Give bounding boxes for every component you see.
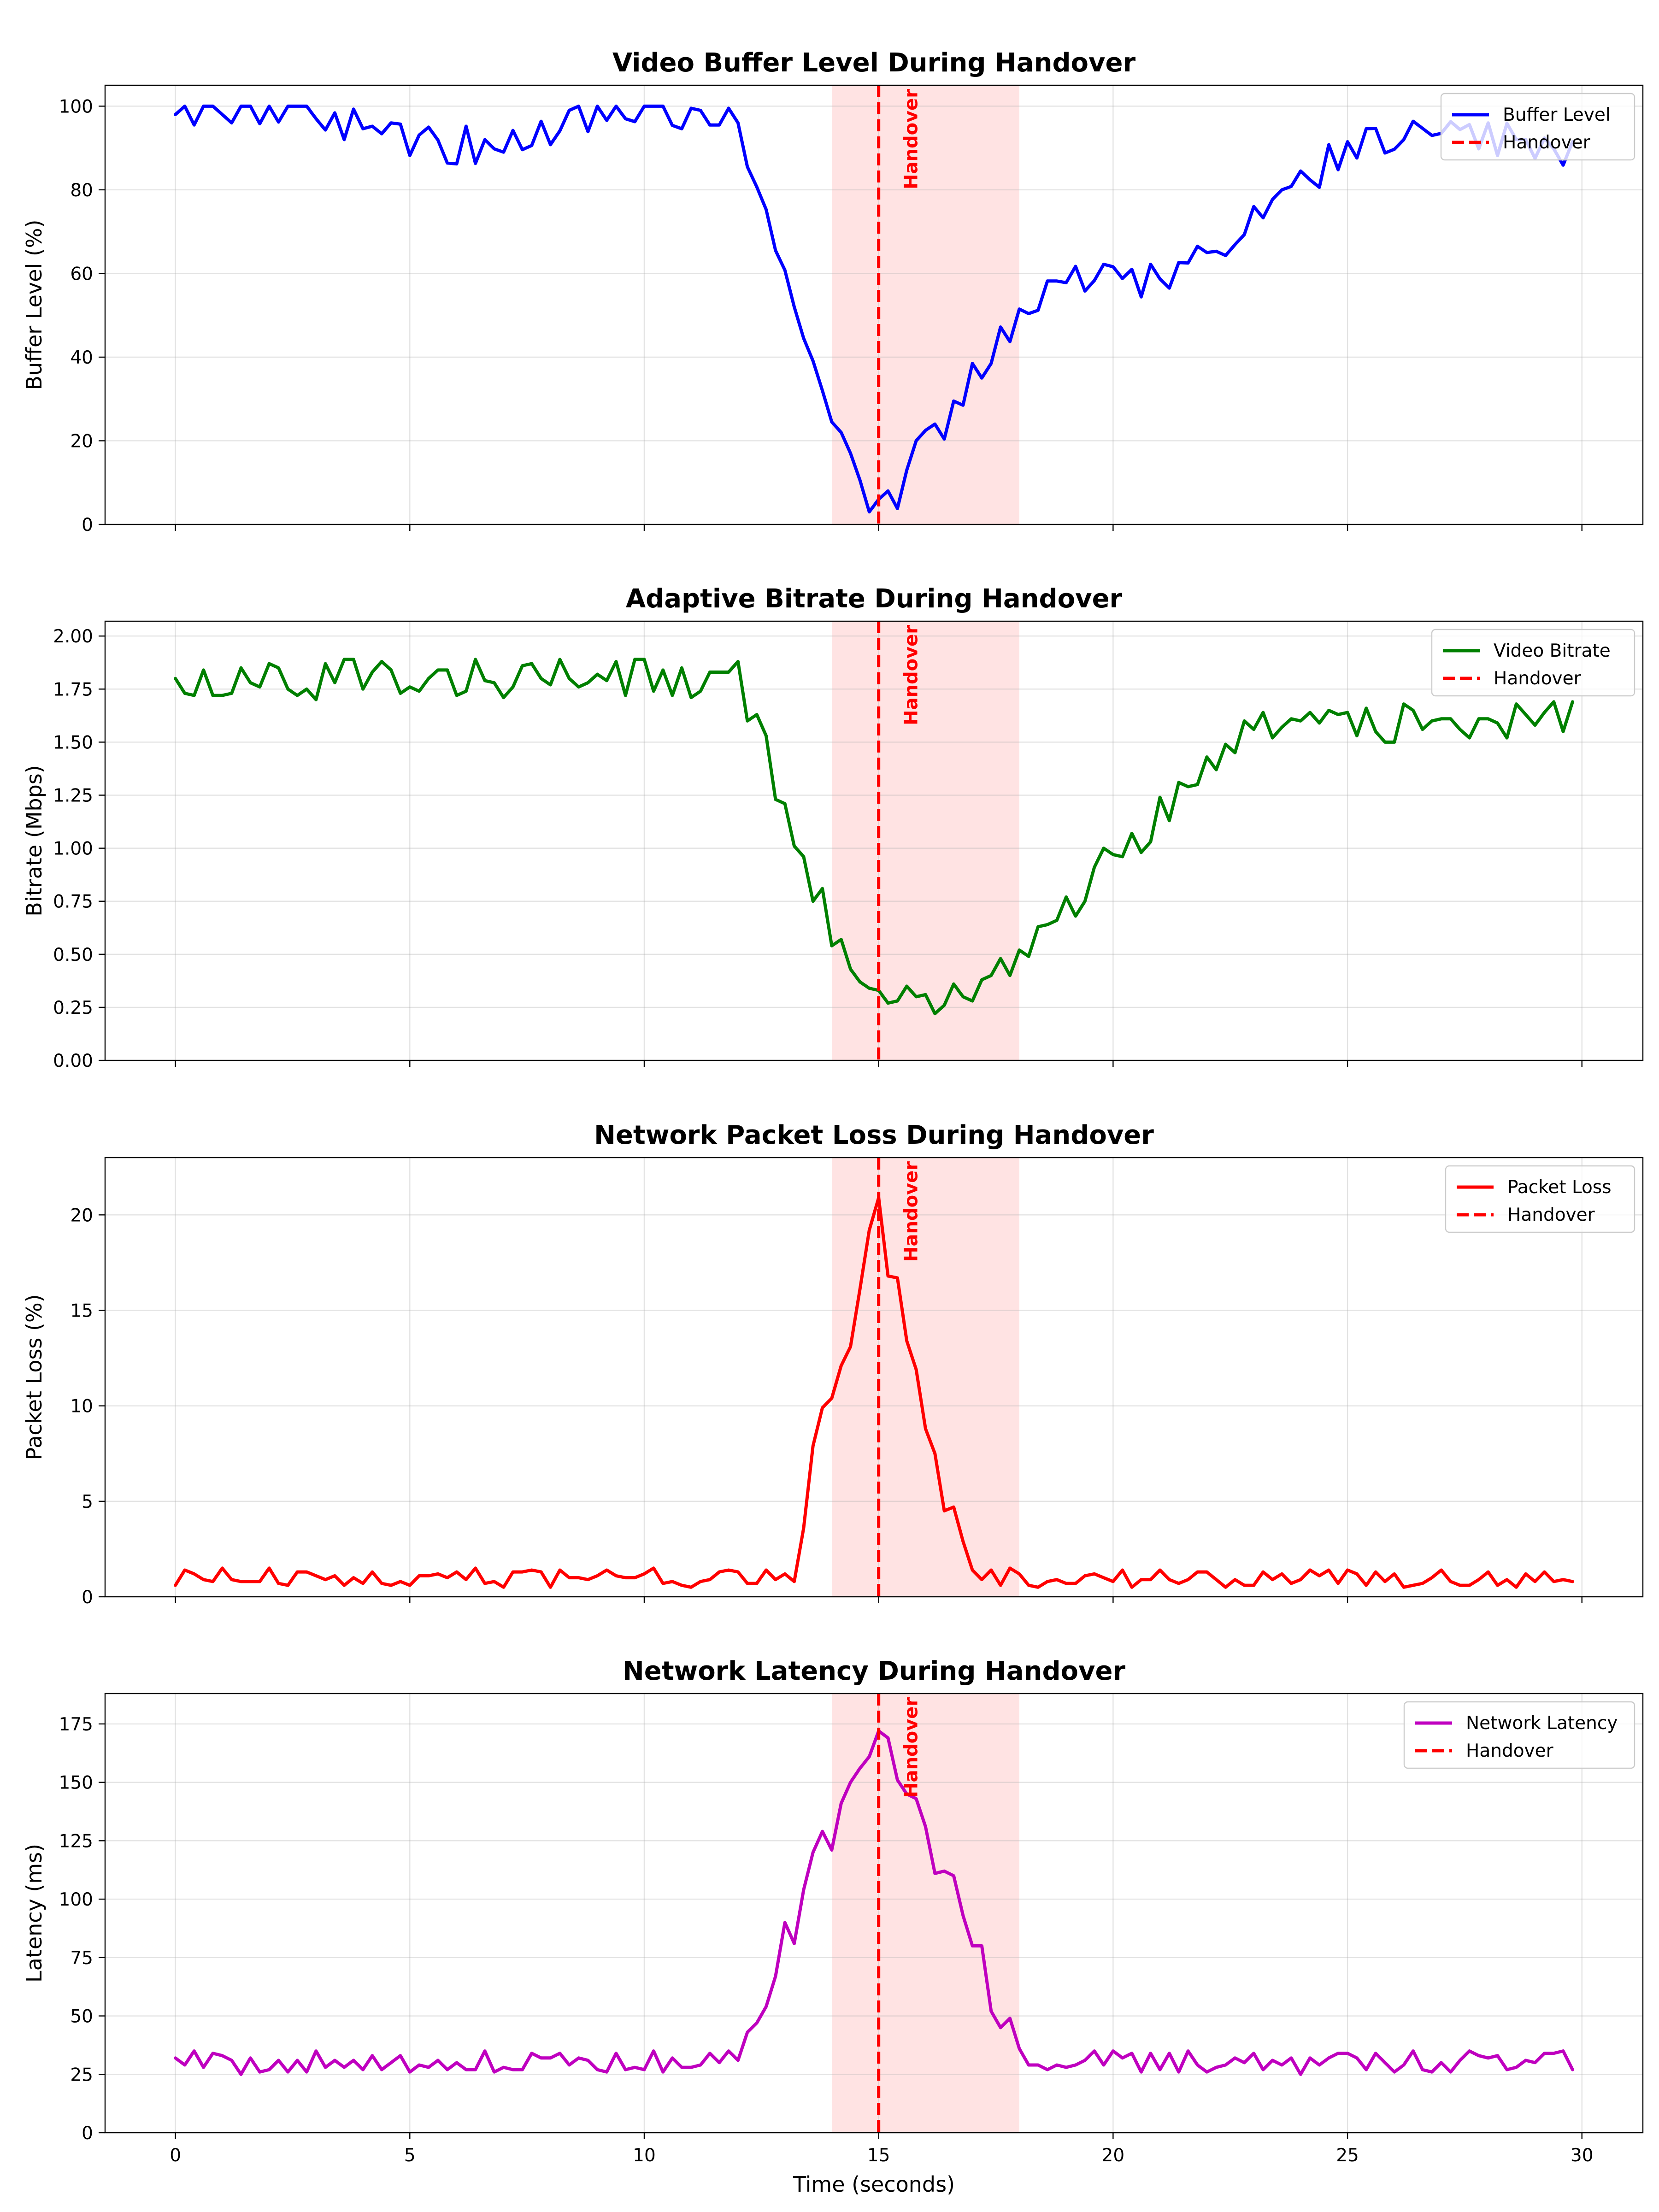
y-tick-label: 60 (70, 264, 93, 284)
legend: Packet Loss Handover (1445, 1165, 1635, 1233)
y-tick-label: 75 (70, 1948, 93, 1969)
y-tick-label: 20 (70, 431, 93, 452)
chart-title: Adaptive Bitrate During Handover (626, 584, 1123, 614)
y-tick-label: 15 (70, 1300, 93, 1321)
handover-annotation: Handover (901, 89, 922, 189)
axes-frame (104, 620, 1644, 1061)
axes-frame (104, 84, 1644, 525)
y-tick-label: 1.25 (53, 786, 93, 806)
y-tick-label: 1.00 (53, 839, 93, 859)
x-tick-label: 30 (1571, 2145, 1594, 2166)
y-tick-label: 0 (82, 1587, 93, 1608)
legend-label-handover: Handover (1494, 668, 1582, 689)
y-tick-label: 0 (82, 515, 93, 535)
series-line-1 (174, 658, 1574, 1016)
series-line-1 (174, 1729, 1574, 2076)
handover-annotation: Handover (901, 1697, 922, 1798)
legend-label-series: Packet Loss (1507, 1177, 1612, 1198)
chart-title: Network Packet Loss During Handover (594, 1120, 1154, 1150)
axes-frame (104, 1693, 1644, 2134)
handover-annotation: Handover (901, 1161, 922, 1262)
y-axis-label: Bitrate (Mbps) (22, 765, 47, 916)
y-tick-label: 50 (70, 2006, 93, 2027)
chart-panel-2: 0.00 0.25 0.50 0.75 1.00 1.25 1.50 1.75 2.00 Hand… (22, 584, 1644, 1071)
y-tick-label: 100 (59, 96, 93, 117)
handover-region (831, 85, 1019, 524)
chart-title: Network Latency During Handover (623, 1656, 1126, 1686)
y-tick-label: 125 (59, 1831, 93, 1852)
handover-annotation: Handover (901, 625, 922, 725)
x-tick-label: 25 (1336, 2145, 1359, 2166)
y-tick-label: 0.75 (53, 892, 93, 912)
y-tick-label: 1.50 (53, 732, 93, 753)
y-axis-label: Latency (ms) (22, 1844, 47, 1983)
chart-panel-1: 0 20 40 60 80 100 Handover Video Buffer Level D… (22, 48, 1644, 535)
y-tick-label: 1.75 (53, 679, 93, 700)
legend: Network Latency Handover (1403, 1701, 1635, 1769)
legend-label-handover: Handover (1466, 1741, 1554, 1761)
axes-frame (104, 1157, 1644, 1598)
y-tick-label: 80 (70, 180, 93, 201)
y-tick-label: 150 (59, 1773, 93, 1794)
y-tick-label: 10 (70, 1396, 93, 1417)
handover-region (831, 621, 1019, 1060)
legend: Video Bitrate Handover (1431, 629, 1635, 697)
y-tick-label: 0.00 (53, 1051, 93, 1071)
chart-title: Video Buffer Level During Handover (612, 48, 1136, 78)
series-line-1 (174, 1196, 1574, 1589)
legend-box (1403, 1701, 1635, 1769)
y-axis-label: Buffer Level (%) (22, 220, 47, 390)
y-tick-label: 5 (82, 1492, 93, 1512)
x-axis-label: Time (seconds) (793, 2172, 955, 2197)
legend-label-series: Buffer Level (1503, 105, 1611, 125)
handover-region (831, 1158, 1019, 1597)
y-tick-label: 0 (82, 2123, 93, 2144)
x-tick-label: 10 (633, 2145, 656, 2166)
y-tick-label: 20 (70, 1205, 93, 1226)
x-tick-label: 20 (1102, 2145, 1125, 2166)
chart-panel-3: 0 5 10 15 20 Handover Network Packet Loss Duri… (22, 1120, 1644, 1608)
y-tick-label: 2.00 (53, 626, 93, 647)
legend-label-handover: Handover (1507, 1205, 1595, 1225)
x-tick-label: 15 (867, 2145, 890, 2166)
y-tick-label: 100 (59, 1889, 93, 1910)
legend-box (1440, 93, 1635, 161)
y-tick-label: 40 (70, 347, 93, 368)
y-tick-label: 0.25 (53, 998, 93, 1018)
x-tick-label: 5 (404, 2145, 416, 2166)
legend: Buffer Level Handover (1440, 93, 1635, 161)
legend-box (1431, 629, 1635, 697)
legend-label-handover: Handover (1503, 132, 1591, 153)
y-axis-label: Packet Loss (%) (22, 1294, 47, 1460)
legend-label-series: Video Bitrate (1494, 641, 1611, 661)
y-tick-label: 0.50 (53, 945, 93, 965)
legend-label-series: Network Latency (1466, 1713, 1618, 1734)
x-tick-label: 0 (170, 2145, 181, 2166)
series-line-1 (174, 104, 1574, 514)
y-tick-label: 25 (70, 2065, 93, 2085)
handover-region (831, 1694, 1019, 2133)
y-tick-label: 175 (59, 1714, 93, 1735)
